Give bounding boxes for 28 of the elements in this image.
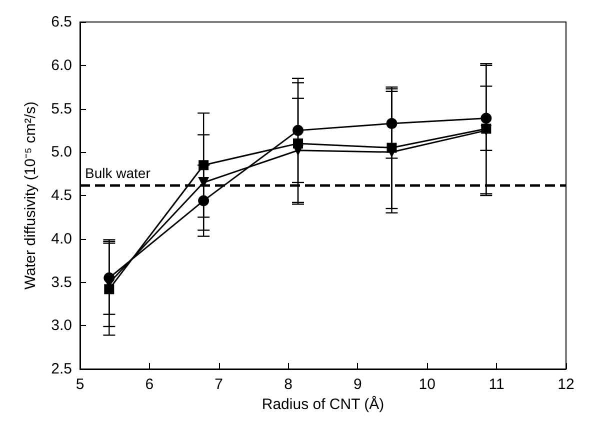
y-tick-label: 5.0 <box>51 144 72 161</box>
y-tick-label: 3.5 <box>51 274 72 291</box>
y-axis-title: Water diffusivity (10⁻⁵ cm²/s) <box>22 102 39 290</box>
y-tick-label: 4.0 <box>51 230 72 248</box>
x-tick-label: 6 <box>145 376 154 393</box>
y-tick-label: 3.0 <box>51 317 72 334</box>
y-tick-label: 5.5 <box>51 100 72 118</box>
point <box>480 112 492 124</box>
y-tick-label: 4.5 <box>51 187 72 204</box>
x-tick-label: 9 <box>354 376 362 393</box>
point <box>198 176 210 188</box>
point <box>386 118 398 129</box>
point <box>198 195 210 206</box>
point <box>292 124 304 136</box>
ref-line-label: Bulk water <box>85 165 151 182</box>
y-tick-label: 2.5 <box>51 360 72 378</box>
x-tick-label: 8 <box>284 376 292 393</box>
y-tick-label: 6.5 <box>51 14 72 30</box>
point <box>198 160 209 170</box>
x-tick-label: 10 <box>418 376 436 393</box>
x-tick-label: 7 <box>214 376 224 393</box>
y-tick-label: 6.0 <box>51 56 72 74</box>
x-axis-title: Radius of CNT (Å) <box>262 394 384 413</box>
point <box>386 146 398 158</box>
x-tick-label: 11 <box>488 376 504 393</box>
x-tick-label: 12 <box>558 376 574 393</box>
point <box>292 144 304 156</box>
x-tick-label: 5 <box>76 376 84 393</box>
